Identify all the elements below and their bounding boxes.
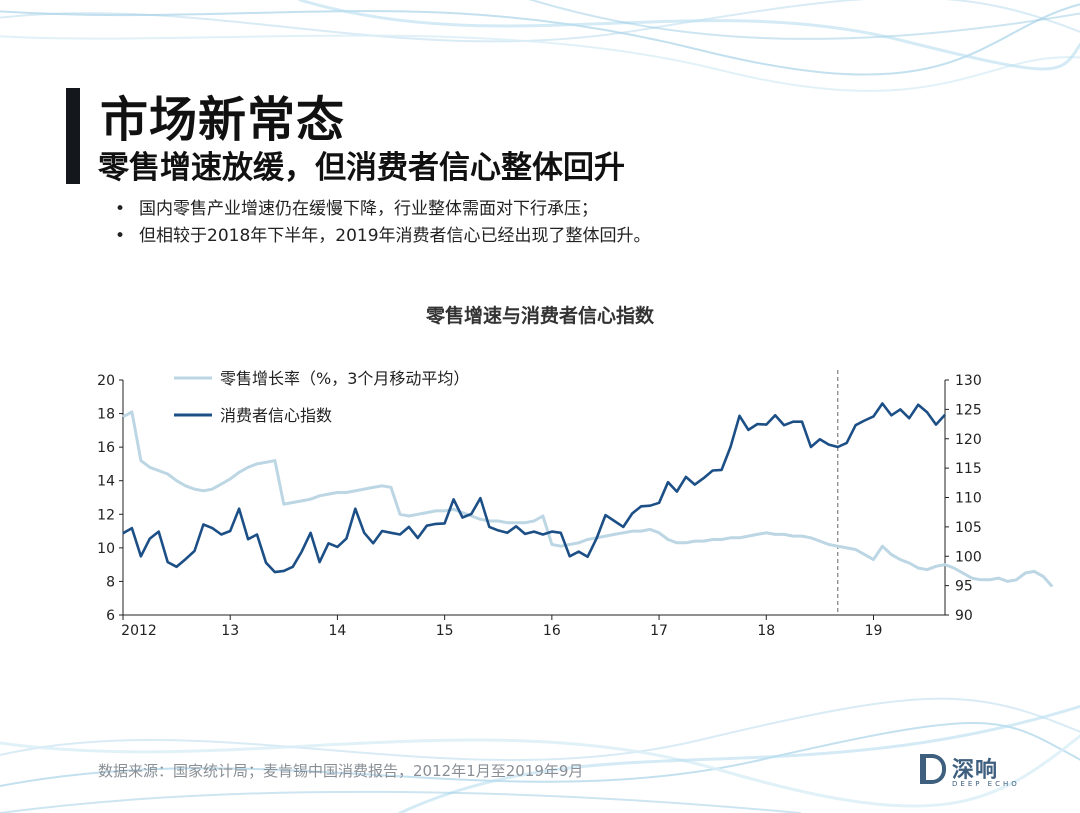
y-right-tick-label: 125 (955, 402, 982, 418)
y-left-tick-label: 16 (97, 440, 115, 456)
legend-label: 零售增长率（%，3个月移动平均） (220, 369, 469, 388)
y-left-tick-label: 18 (97, 407, 115, 423)
bullet-item: 国内零售产业增速仍在缓慢下降，行业整体需面对下行承压； (115, 196, 651, 223)
chart-ticks: 6 8 10 12 14 16 18 20 90 95 100 105 110 115 120 125 130 2… (97, 373, 982, 639)
x-tick-label: 15 (436, 623, 454, 639)
bullet-item: 但相较于2018年下半年，2019年消费者信心已经出现了整体回升。 (115, 223, 651, 250)
y-left-tick-label: 14 (97, 474, 115, 490)
chart-title: 零售增速与消费者信心指数 (425, 305, 654, 327)
x-tick-label: 2012 (121, 623, 157, 639)
y-right-tick-label: 100 (955, 549, 982, 565)
bullet-list: 国内零售产业增速仍在缓慢下降，行业整体需面对下行承压； 但相较于2018年下半年… (115, 196, 651, 250)
y-left-tick-label: 6 (106, 608, 115, 624)
legend-label: 消费者信心指数 (220, 406, 332, 425)
x-tick-label: 18 (757, 623, 775, 639)
y-left-tick-label: 8 (106, 574, 115, 590)
logo-d-icon (920, 754, 946, 784)
page-title: 市场新常态 (100, 92, 346, 148)
line-chart: 6 8 10 12 14 16 18 20 90 95 100 105 110 115 120 125 130 2… (97, 369, 1054, 639)
y-left-tick-label: 20 (97, 373, 115, 389)
y-right-tick-label: 115 (955, 461, 982, 477)
logo-tagline: DEEP ECHO (952, 780, 1020, 788)
x-tick-label: 16 (543, 623, 561, 639)
x-tick-label: 14 (329, 623, 347, 639)
y-right-tick-label: 120 (955, 432, 982, 448)
x-tick-label: 19 (865, 623, 883, 639)
y-right-tick-label: 130 (955, 373, 982, 389)
y-right-tick-label: 95 (955, 579, 973, 595)
brand-logo: 深响 DEEP ECHO (920, 752, 1030, 792)
y-left-tick-label: 12 (97, 507, 115, 523)
x-tick-label: 13 (221, 623, 239, 639)
y-right-tick-label: 110 (955, 491, 982, 507)
x-tick-label: 17 (650, 623, 668, 639)
y-right-tick-label: 105 (955, 520, 982, 536)
logo-text: 深响 (952, 758, 999, 783)
y-left-tick-label: 10 (97, 541, 115, 557)
page-subtitle: 零售增速放缓，但消费者信心整体回升 (98, 150, 625, 186)
title-accent-bar (66, 88, 80, 184)
y-right-tick-label: 90 (955, 608, 973, 624)
chart-series (122, 402, 1054, 588)
data-source-note: 数据来源：国家统计局；麦肯锡中国消费报告，2012年1月至2019年9月 (98, 762, 584, 780)
chart-legend: 零售增长率（%，3个月移动平均） 消费者信心指数 (174, 369, 469, 425)
retail-growth-line (122, 410, 1054, 588)
consumer-confidence-line (122, 402, 946, 574)
